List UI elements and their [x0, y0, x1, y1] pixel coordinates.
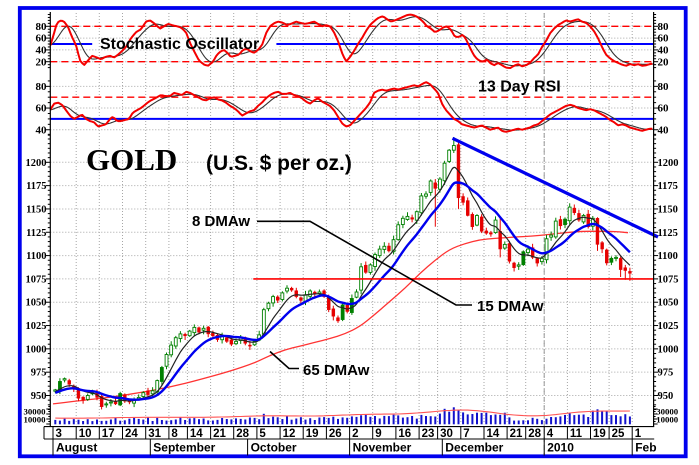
svg-text:1050: 1050 — [26, 298, 47, 309]
svg-text:1150: 1150 — [658, 204, 678, 215]
svg-text:60: 60 — [658, 33, 670, 45]
svg-text:17: 17 — [102, 428, 115, 440]
svg-text:4: 4 — [547, 428, 554, 440]
svg-text:13 Day RSI: 13 Day RSI — [478, 79, 561, 96]
svg-text:25: 25 — [612, 428, 625, 440]
svg-text:October: October — [251, 441, 297, 455]
svg-text:8 DMAw: 8 DMAw — [192, 213, 250, 230]
svg-text:1: 1 — [635, 428, 642, 440]
svg-text:60: 60 — [658, 103, 670, 115]
svg-text:20: 20 — [36, 56, 48, 68]
svg-text:1050: 1050 — [658, 298, 679, 309]
svg-text:31: 31 — [148, 428, 161, 440]
svg-text:12: 12 — [283, 428, 296, 440]
svg-text:14: 14 — [190, 428, 203, 440]
svg-text:975: 975 — [658, 368, 674, 379]
svg-text:40: 40 — [658, 45, 670, 57]
svg-text:15 DMAw: 15 DMAw — [477, 298, 544, 315]
svg-text:1175: 1175 — [26, 181, 46, 192]
svg-text:3: 3 — [56, 428, 62, 440]
svg-text:80: 80 — [658, 81, 670, 93]
svg-text:(U.S. $ per oz.): (U.S. $ per oz.) — [206, 152, 352, 175]
svg-text:80: 80 — [658, 21, 670, 33]
svg-text:20: 20 — [658, 56, 670, 68]
svg-text:26: 26 — [329, 428, 342, 440]
svg-text:10: 10 — [79, 428, 92, 440]
svg-text:19: 19 — [593, 428, 606, 440]
svg-text:975: 975 — [31, 368, 47, 379]
svg-text:60: 60 — [36, 103, 48, 115]
svg-text:28: 28 — [528, 428, 541, 440]
svg-text:1100: 1100 — [658, 251, 678, 262]
svg-text:28: 28 — [236, 428, 249, 440]
svg-text:21: 21 — [510, 428, 523, 440]
svg-text:7: 7 — [463, 428, 469, 440]
svg-text:30000: 30000 — [656, 406, 679, 416]
svg-text:60: 60 — [36, 33, 48, 45]
svg-text:1025: 1025 — [658, 321, 679, 332]
svg-text:September: September — [153, 441, 215, 455]
svg-text:950: 950 — [658, 391, 674, 402]
svg-text:1150: 1150 — [26, 204, 46, 215]
svg-text:1000: 1000 — [26, 344, 47, 355]
svg-text:11: 11 — [570, 428, 583, 440]
svg-text:December: December — [445, 441, 503, 455]
svg-text:80: 80 — [36, 81, 48, 93]
svg-text:1125: 1125 — [658, 228, 678, 239]
svg-text:10000: 10000 — [24, 414, 47, 424]
svg-text:14: 14 — [487, 428, 500, 440]
svg-text:30: 30 — [440, 428, 453, 440]
svg-text:23: 23 — [422, 428, 435, 440]
svg-text:1175: 1175 — [658, 181, 678, 192]
svg-text:1125: 1125 — [26, 228, 46, 239]
svg-text:40: 40 — [658, 124, 670, 136]
svg-text:5: 5 — [259, 428, 266, 440]
svg-text:16: 16 — [398, 428, 411, 440]
svg-text:1200: 1200 — [658, 158, 679, 169]
svg-text:1000: 1000 — [658, 344, 679, 355]
svg-text:Stochastic Oscillator: Stochastic Oscillator — [100, 36, 259, 53]
svg-text:10000: 10000 — [656, 414, 679, 424]
svg-text:40: 40 — [36, 45, 48, 57]
svg-text:8: 8 — [171, 428, 178, 440]
svg-text:2: 2 — [352, 428, 358, 440]
svg-text:1100: 1100 — [26, 251, 46, 262]
svg-text:65 DMAw: 65 DMAw — [303, 362, 370, 379]
svg-text:2010: 2010 — [547, 441, 574, 455]
svg-text:1075: 1075 — [26, 274, 47, 285]
svg-text:19: 19 — [306, 428, 319, 440]
svg-text:GOLD: GOLD — [86, 142, 177, 177]
svg-text:950: 950 — [31, 391, 47, 402]
svg-text:August: August — [56, 441, 97, 455]
svg-text:Feb: Feb — [635, 441, 656, 455]
svg-text:21: 21 — [213, 428, 226, 440]
svg-text:November: November — [353, 441, 412, 455]
svg-text:80: 80 — [36, 21, 48, 33]
svg-text:9: 9 — [375, 428, 381, 440]
svg-text:30000: 30000 — [24, 406, 47, 416]
svg-text:24: 24 — [125, 428, 138, 440]
svg-text:1200: 1200 — [26, 158, 47, 169]
svg-text:1025: 1025 — [26, 321, 47, 332]
svg-text:40: 40 — [36, 124, 48, 136]
svg-text:1075: 1075 — [658, 274, 679, 285]
